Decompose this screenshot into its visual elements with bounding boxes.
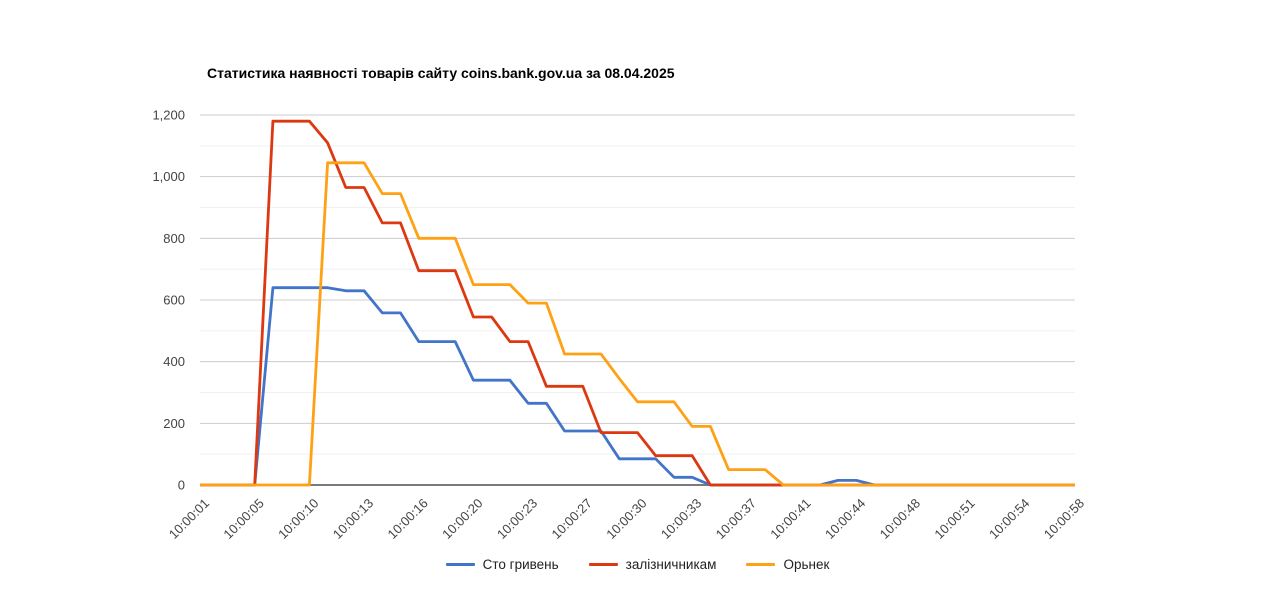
x-axis-tick-label: 10:00:44 [822,496,868,542]
x-axis-tick-label: 10:00:16 [384,496,430,542]
y-axis-tick-label: 1,000 [152,169,185,184]
legend-item-zaliznychnykam[interactable]: залізничникам [588,557,717,572]
y-axis-tick-label: 200 [163,416,185,431]
x-axis-tick-label: 10:00:01 [166,496,212,542]
x-axis-tick-label: 10:00:54 [986,496,1032,542]
chart-title: Статистика наявності товарів сайту coins… [207,65,675,81]
y-axis-tick-label: 800 [163,231,185,246]
series-line-0[interactable] [200,286,1075,487]
y-axis-tick-label: 400 [163,354,185,369]
x-axis-tick-label: 10:00:20 [439,496,485,542]
chart-legend: Сто гривень залізничникам Орьнек [200,557,1075,572]
y-axis-tick-label: 1,200 [152,108,185,123]
legend-label: Орьнек [783,557,830,572]
x-axis-tick-label: 10:00:05 [220,496,266,542]
x-axis-tick-label: 10:00:23 [494,496,540,542]
x-axis-tick-label: 10:00:41 [767,496,813,542]
x-axis-tick-label: 10:00:58 [1041,496,1087,542]
y-axis-tick-label: 0 [178,478,185,493]
x-axis-tick-label: 10:00:37 [713,496,759,542]
x-axis-tick-label: 10:00:48 [877,496,923,542]
series-line-1[interactable] [200,119,1075,487]
x-axis-tick-label: 10:00:27 [549,496,595,542]
x-axis-tick-label: 10:00:30 [603,496,649,542]
x-axis-tick-label: 10:00:51 [931,496,977,542]
legend-label: Сто гривень [482,557,559,572]
legend-line-swatch-orange [746,563,776,566]
x-axis-tick-label: 10:00:10 [275,496,321,542]
y-axis-tick-label: 600 [163,293,185,308]
series-line-2[interactable] [200,161,1075,487]
x-axis-tick-label: 10:00:13 [330,496,376,542]
legend-label: залізничникам [625,557,717,572]
legend-line-swatch-red [588,563,618,566]
legend-line-swatch-blue [445,563,475,566]
legend-item-ornek[interactable]: Орьнек [746,557,829,572]
legend-item-sto-hryven[interactable]: Сто гривень [445,557,559,572]
x-axis-tick-label: 10:00:33 [658,496,704,542]
